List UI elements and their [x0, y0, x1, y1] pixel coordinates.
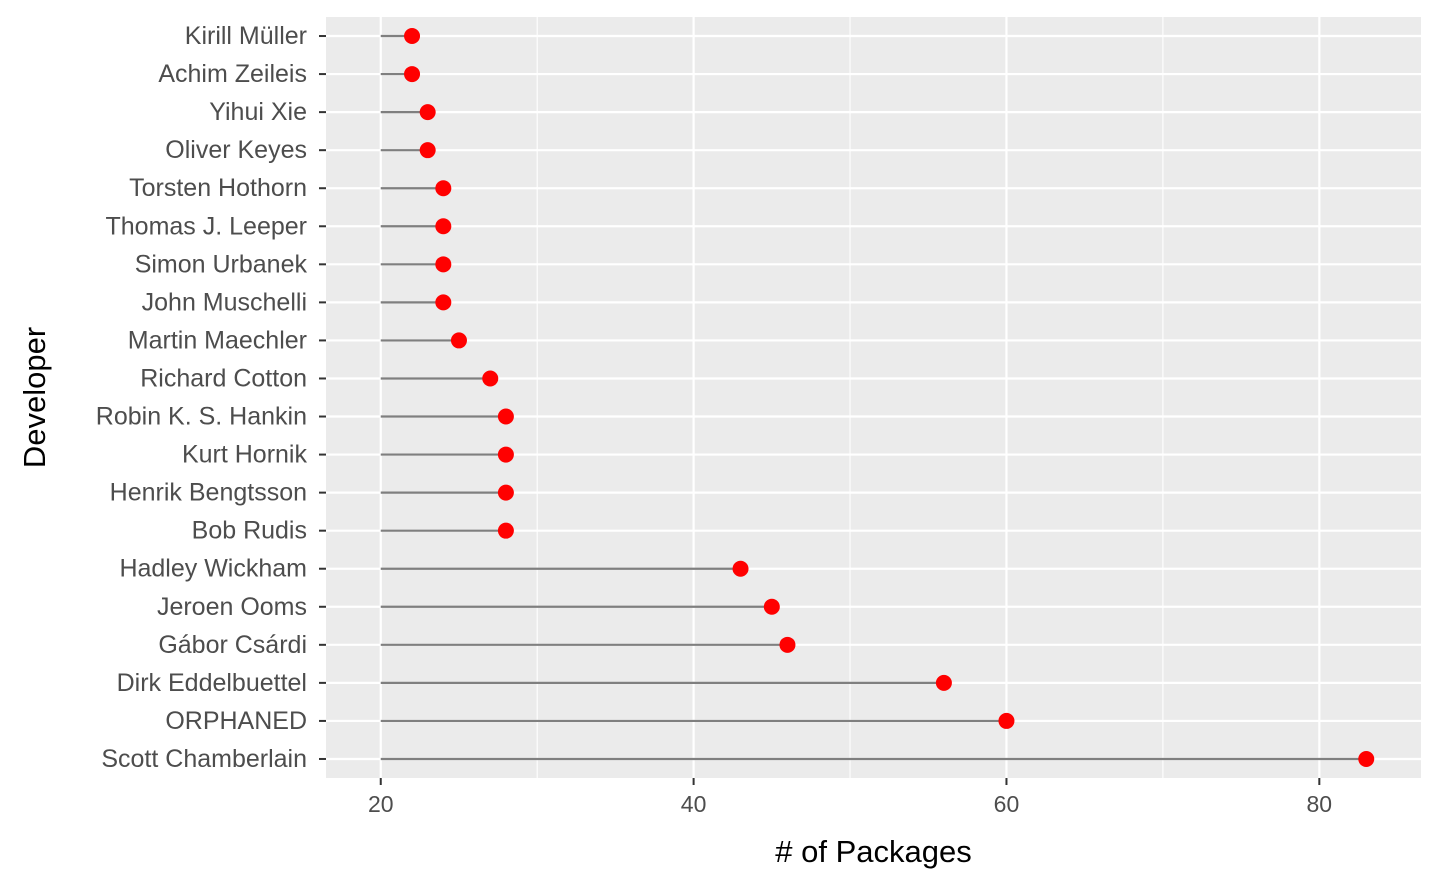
- y-tick-label: Achim Zeileis: [158, 60, 307, 88]
- lollipop-point: [435, 180, 452, 197]
- x-tick-label: 60: [994, 791, 1020, 817]
- y-tick-label: Robin K. S. Hankin: [96, 403, 307, 431]
- y-axis-title: Developer: [17, 327, 52, 468]
- lollipop-point: [998, 712, 1015, 729]
- y-tick-label: Richard Cotton: [140, 364, 307, 392]
- lollipop-point: [497, 522, 514, 539]
- minor-gridlines: [536, 17, 1164, 778]
- y-tick-label: Hadley Wickham: [119, 555, 307, 583]
- lollipop-point: [435, 218, 452, 235]
- y-tick-label: Oliver Keyes: [165, 136, 307, 164]
- lollipop-point: [404, 66, 421, 83]
- lollipop-point: [497, 446, 514, 463]
- lollipop-point: [450, 332, 467, 349]
- x-axis: 20 40 60 80: [368, 778, 1332, 817]
- y-tick-label: John Muschelli: [142, 288, 307, 316]
- y-tick-label: Kurt Hornik: [182, 441, 308, 469]
- y-tick-label: Yihui Xie: [209, 98, 307, 126]
- lollipop-point: [482, 370, 499, 387]
- lollipop-points: [404, 28, 1375, 767]
- lollipop-point: [435, 294, 452, 311]
- y-tick-label: Gábor Csárdi: [158, 631, 307, 659]
- plot-panel: [326, 17, 1421, 778]
- lollipop-point: [1358, 750, 1375, 767]
- y-tick-label: Bob Rudis: [192, 517, 307, 545]
- y-axis: Kirill Müller Achim Zeileis Yihui Xie Olive…: [96, 22, 326, 773]
- lollipop-point: [419, 104, 436, 121]
- y-tick-label: Henrik Bengtsson: [110, 479, 307, 507]
- y-tick-label: ORPHANED: [165, 707, 307, 735]
- x-tick-label: 20: [368, 791, 394, 817]
- lollipop-point: [435, 256, 452, 273]
- lollipop-stems: [380, 34, 1367, 761]
- y-tick-label: Jeroen Ooms: [157, 593, 307, 621]
- y-tick-label: Kirill Müller: [185, 22, 307, 50]
- x-tick-label: 80: [1307, 791, 1333, 817]
- lollipop-point: [732, 560, 749, 577]
- y-tick-label: Martin Maechler: [128, 326, 307, 354]
- x-tick-label: 40: [681, 791, 707, 817]
- lollipop-point: [404, 28, 421, 45]
- y-tick-label: Simon Urbanek: [135, 250, 308, 278]
- lollipop-point: [497, 484, 514, 501]
- y-tick-label: Thomas J. Leeper: [106, 212, 308, 240]
- y-tick-label: Scott Chamberlain: [101, 745, 307, 773]
- x-axis-title: # of Packages: [775, 834, 971, 869]
- lollipop-point: [419, 142, 436, 159]
- y-tick-label: Dirk Eddelbuettel: [117, 669, 307, 697]
- lollipop-point: [497, 408, 514, 425]
- lollipop-point: [779, 636, 796, 653]
- lollipop-point: [763, 598, 780, 615]
- y-tick-label: Torsten Hothorn: [129, 174, 307, 202]
- lollipop-point: [935, 674, 952, 691]
